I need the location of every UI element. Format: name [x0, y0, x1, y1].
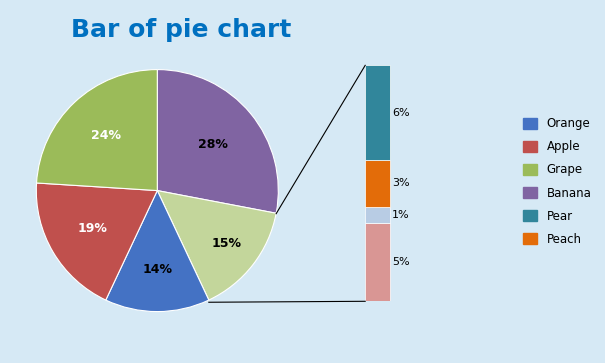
- Text: Bar of pie chart: Bar of pie chart: [71, 18, 292, 42]
- Bar: [365, 223, 390, 301]
- Text: 19%: 19%: [78, 222, 108, 235]
- Bar: [365, 65, 390, 160]
- Text: 5%: 5%: [392, 257, 410, 267]
- Text: 3%: 3%: [392, 178, 410, 188]
- Text: 14%: 14%: [142, 263, 172, 276]
- Text: 24%: 24%: [91, 129, 121, 142]
- Wedge shape: [36, 183, 157, 300]
- Bar: [365, 207, 390, 223]
- Wedge shape: [157, 191, 276, 300]
- Wedge shape: [36, 70, 157, 191]
- Text: 15%: 15%: [211, 237, 241, 250]
- Wedge shape: [157, 70, 278, 213]
- Wedge shape: [106, 191, 209, 311]
- Text: 28%: 28%: [198, 138, 228, 151]
- Text: 1%: 1%: [392, 210, 410, 220]
- Legend: Orange, Apple, Grape, Banana, Pear, Peach: Orange, Apple, Grape, Banana, Pear, Peac…: [518, 113, 596, 250]
- Text: 6%: 6%: [392, 107, 410, 118]
- Bar: [365, 160, 390, 207]
